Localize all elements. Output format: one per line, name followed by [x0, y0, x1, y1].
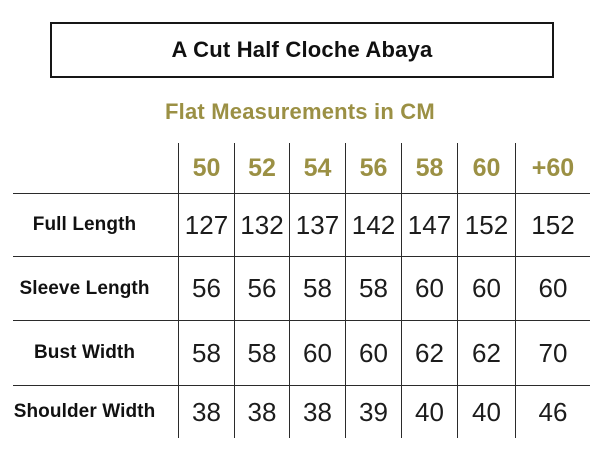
measurement-value-cell: 152: [458, 194, 516, 257]
size-column-header: 56: [346, 143, 402, 194]
measurement-value-cell: 62: [458, 321, 516, 386]
measurement-value-cell: 58: [346, 257, 402, 321]
measurement-value-cell: 132: [235, 194, 290, 257]
measurement-value-cell: 137: [290, 194, 346, 257]
measurement-value-cell: 39: [346, 386, 402, 438]
row-label-bust-width: Bust Width: [13, 321, 179, 386]
measurement-value-cell: 62: [402, 321, 458, 386]
size-column-header: 50: [179, 143, 235, 194]
measurement-value-cell: 70: [516, 321, 590, 386]
measurement-value-cell: 60: [346, 321, 402, 386]
size-column-header: 54: [290, 143, 346, 194]
measurement-value-cell: 46: [538, 396, 568, 427]
measurement-value-cell: 56: [235, 257, 290, 321]
subtitle: Flat Measurements in CM: [165, 99, 435, 124]
measurement-value-cell: 58: [179, 321, 235, 386]
size-column-header: 58: [402, 143, 458, 194]
row-label-shoulder-width: Shoulder Width: [13, 386, 179, 438]
measurement-value-cell: 60: [516, 257, 590, 321]
measurement-value-cell: 38: [179, 386, 235, 438]
measurement-value-cell: 142: [346, 194, 402, 257]
measurement-value-cell: 40: [458, 386, 516, 438]
measurement-value-cell: 60: [402, 257, 458, 321]
row-label-sleeve-length: Sleeve Length: [13, 257, 179, 321]
measurement-value-cell: 38: [290, 386, 346, 438]
size-column-header: 60: [458, 143, 516, 194]
page-title: A Cut Half Cloche Abaya: [171, 37, 433, 62]
measurement-value-cell: 147: [402, 194, 458, 257]
measurement-value-cell: 58: [235, 321, 290, 386]
measurement-value-cell: 58: [290, 257, 346, 321]
measurement-value-cell: 152: [516, 194, 590, 257]
measurement-value-cell: 56: [179, 257, 235, 321]
size-column-header: +60: [516, 143, 590, 194]
size-column-header: 52: [235, 143, 290, 194]
measurement-value-cell: 40: [402, 386, 458, 438]
title-box: A Cut Half Cloche Abaya: [50, 22, 554, 78]
corner-cell: [13, 143, 179, 194]
measurement-value-cell: 60: [458, 257, 516, 321]
measurement-value-cell: 127: [179, 194, 235, 257]
measurement-value-cell: 60: [290, 321, 346, 386]
row-label-full-length: Full Length: [13, 194, 179, 257]
measurement-value-cell: 38: [235, 386, 290, 438]
size-table: 50 52 54 56 58 60 +60 Full Length 127 13…: [13, 143, 590, 438]
